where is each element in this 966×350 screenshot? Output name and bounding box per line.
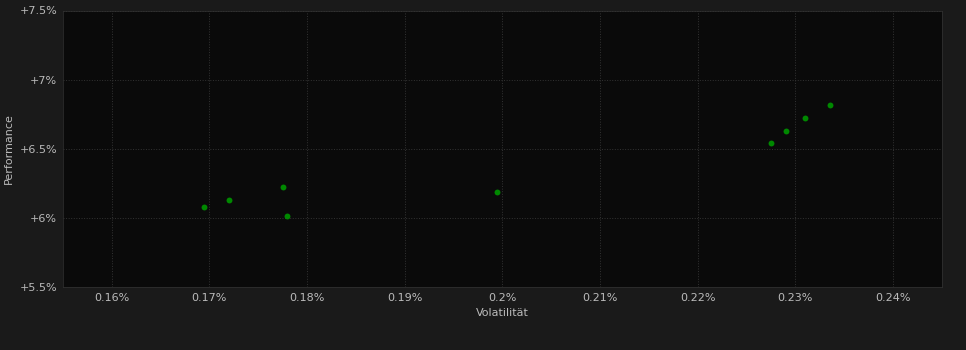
Point	[797, 116, 812, 121]
Point	[221, 197, 237, 203]
X-axis label: Volatilität: Volatilität	[476, 308, 528, 318]
Point	[778, 128, 793, 134]
Point	[274, 185, 290, 190]
Y-axis label: Performance: Performance	[4, 113, 14, 184]
Point	[490, 189, 505, 195]
Point	[197, 204, 213, 210]
Point	[822, 102, 838, 107]
Point	[280, 214, 296, 219]
Point	[763, 140, 779, 146]
